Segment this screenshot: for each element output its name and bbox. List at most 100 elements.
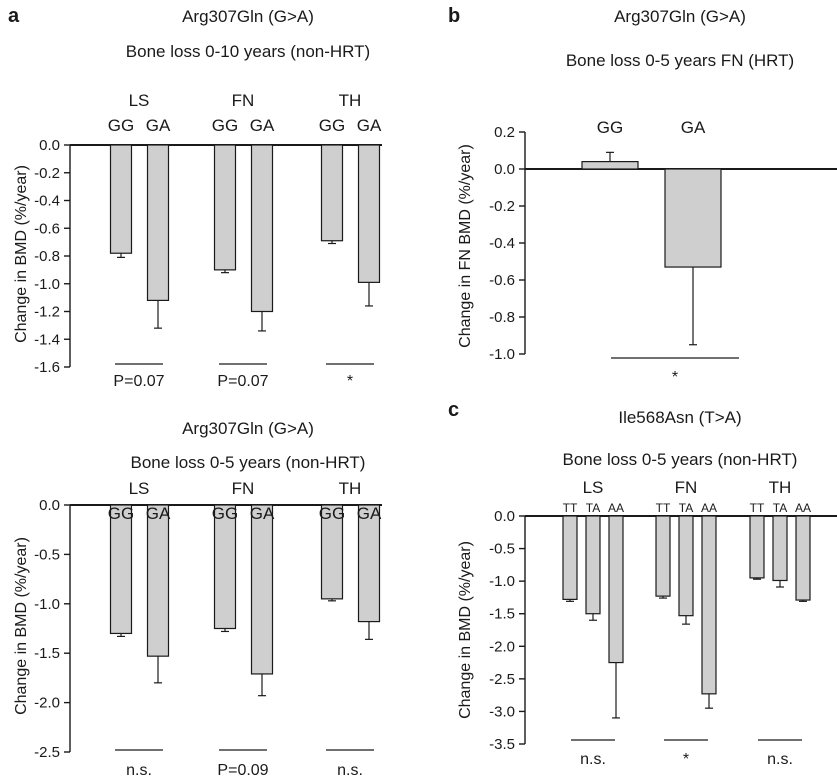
- chart-a1-ytick-label: -0.4: [34, 193, 60, 210]
- chart-c-ytick-label: -3.0: [489, 703, 515, 720]
- chart-c-category-label: TT: [563, 501, 578, 515]
- chart-a1-category-label: GG: [108, 116, 134, 135]
- chart-b-subtitle: Bone loss 0-5 years FN (HRT): [566, 51, 794, 70]
- chart-a1-sig-label: P=0.07: [113, 373, 164, 390]
- chart-a2-ytick-label: -1.0: [34, 596, 60, 613]
- chart-c-ytick-label: -1.5: [489, 606, 515, 623]
- chart-a1-bar: [213, 144, 237, 271]
- chart-c-group-label: LS: [583, 478, 604, 497]
- chart-c-bar: [795, 515, 811, 601]
- chart-a1-bar: [109, 144, 133, 254]
- chart-b-ytick-label: 0.2: [494, 124, 515, 141]
- chart-a2-category-label: GG: [108, 504, 134, 523]
- chart-a1-ytick-label: -1.0: [34, 276, 60, 293]
- chart-c-category-label: TT: [750, 501, 765, 515]
- chart-a1-ytick-label: -0.6: [34, 220, 60, 237]
- chart-a2-ytick-label: -0.5: [34, 546, 60, 563]
- chart-a1-ytick-label: -1.4: [34, 331, 60, 348]
- chart-a1-category-label: GA: [357, 116, 382, 135]
- chart-b-ytick-label: -0.4: [489, 235, 515, 252]
- chart-c-category-label: TT: [656, 501, 671, 515]
- chart-a1-sig-label: P=0.07: [217, 373, 268, 390]
- chart-c-group-label: TH: [769, 478, 792, 497]
- chart-a1-group-label: TH: [339, 91, 362, 110]
- chart-a2-bar: [250, 504, 274, 675]
- chart-c-sig-label: n.s.: [580, 751, 606, 768]
- chart-c-bar: [701, 515, 717, 695]
- chart-a2-sig-label: n.s.: [337, 762, 363, 778]
- chart-c-title: Ile568Asn (T>A): [618, 408, 741, 427]
- chart-c-bar: [678, 515, 694, 617]
- chart-c-category-label: AA: [608, 501, 624, 515]
- chart-c-category-label: TA: [679, 501, 693, 515]
- chart-b-ytick-label: -1.0: [489, 346, 515, 363]
- chart-a1-bar: [320, 144, 344, 242]
- chart-a1-category-label: GG: [212, 116, 238, 135]
- chart-a1-category-label: GA: [146, 116, 171, 135]
- chart-a2-bar: [109, 504, 133, 635]
- chart-a1-group-label: FN: [232, 91, 255, 110]
- chart-c-category-label: AA: [701, 501, 717, 515]
- chart-a2-sig-label: P=0.09: [217, 762, 268, 778]
- chart-a1-ytick-label: -0.8: [34, 248, 60, 265]
- chart-a2-category-label: GG: [212, 504, 238, 523]
- chart-a2-subtitle: Bone loss 0-5 years (non-HRT): [131, 453, 366, 472]
- chart-a2-title: Arg307Gln (G>A): [182, 419, 314, 438]
- chart-a1-ytick-label: 0.0: [39, 137, 60, 154]
- chart-a2-ytick-label: 0.0: [39, 497, 60, 514]
- chart-b-category-label: GG: [597, 118, 623, 137]
- chart-a1-ytick-label: -1.2: [34, 304, 60, 321]
- chart-c-ytick-label: -2.5: [489, 671, 515, 688]
- chart-c-ytick-label: -0.5: [489, 541, 515, 558]
- chart-a1-group-label: LS: [129, 91, 150, 110]
- chart-c-ytick-label: -2.0: [489, 638, 515, 655]
- chart-c-ytick-label: -1.0: [489, 573, 515, 590]
- chart-c-sig-label: n.s.: [767, 751, 793, 768]
- chart-b-ytick-label: 0.0: [494, 161, 515, 178]
- panel-label-b: b: [448, 5, 460, 27]
- chart-b-ytick-label: -0.6: [489, 272, 515, 289]
- chart-a2-category-label: GA: [250, 504, 275, 523]
- chart-a2-bar: [213, 504, 237, 630]
- chart-c-category-label: AA: [795, 501, 811, 515]
- panel-label-c: c: [448, 399, 459, 421]
- chart-c-category-label: TA: [773, 501, 787, 515]
- chart-c-bar: [585, 515, 601, 615]
- chart-b-bar: [664, 168, 722, 268]
- chart-c-bar: [608, 515, 624, 664]
- chart-a2-category-label: GG: [319, 504, 345, 523]
- chart-a1-bar: [146, 144, 170, 301]
- chart-b-ylabel: Change in FN BMD (%/year): [457, 144, 474, 348]
- chart-c-ylabel: Change in BMD (%/year): [457, 541, 474, 719]
- chart-a2-ylabel: Change in BMD (%/year): [13, 537, 30, 715]
- chart-c-bar: [749, 515, 765, 579]
- chart-a2-group-label: LS: [129, 479, 150, 498]
- chart-c-ytick-label: -3.5: [489, 736, 515, 753]
- chart-a1-ytick-label: -1.6: [34, 359, 60, 376]
- chart-a1-category-label: GA: [250, 116, 275, 135]
- chart-a2-group-label: FN: [232, 479, 255, 498]
- chart-c-sig-label: *: [683, 751, 689, 768]
- chart-a2-group-label: TH: [339, 479, 362, 498]
- chart-a2-category-label: GA: [146, 504, 171, 523]
- chart-a1-category-label: GG: [319, 116, 345, 135]
- chart-a1-ytick-label: -0.2: [34, 165, 60, 182]
- chart-a2-ytick-label: -2.5: [34, 744, 60, 761]
- chart-c-bar: [772, 515, 788, 582]
- chart-c-bar: [562, 515, 578, 600]
- chart-a2-sig-label: n.s.: [126, 762, 152, 778]
- chart-a2-ytick-label: -2.0: [34, 695, 60, 712]
- chart-b-title: Arg307Gln (G>A): [614, 7, 746, 26]
- chart-a1-title: Arg307Gln (G>A): [182, 7, 314, 26]
- chart-a1-subtitle: Bone loss 0-10 years (non-HRT): [126, 42, 370, 61]
- chart-a1-bar: [250, 144, 274, 313]
- chart-a1-sig-label: *: [347, 373, 353, 390]
- chart-b-ytick-label: -0.2: [489, 198, 515, 215]
- panel-label-a: a: [8, 5, 20, 27]
- chart-a2-category-label: GA: [357, 504, 382, 523]
- chart-c-category-label: TA: [586, 501, 600, 515]
- plot-layer: 0.0 -0.2 -0.4 -0.6 -0.8 -1.0 -1.2 -1.4 -1.6 LS GG G…: [34, 91, 837, 778]
- chart-a2-ytick-label: -1.5: [34, 645, 60, 662]
- chart-b-sig-label: *: [672, 369, 678, 386]
